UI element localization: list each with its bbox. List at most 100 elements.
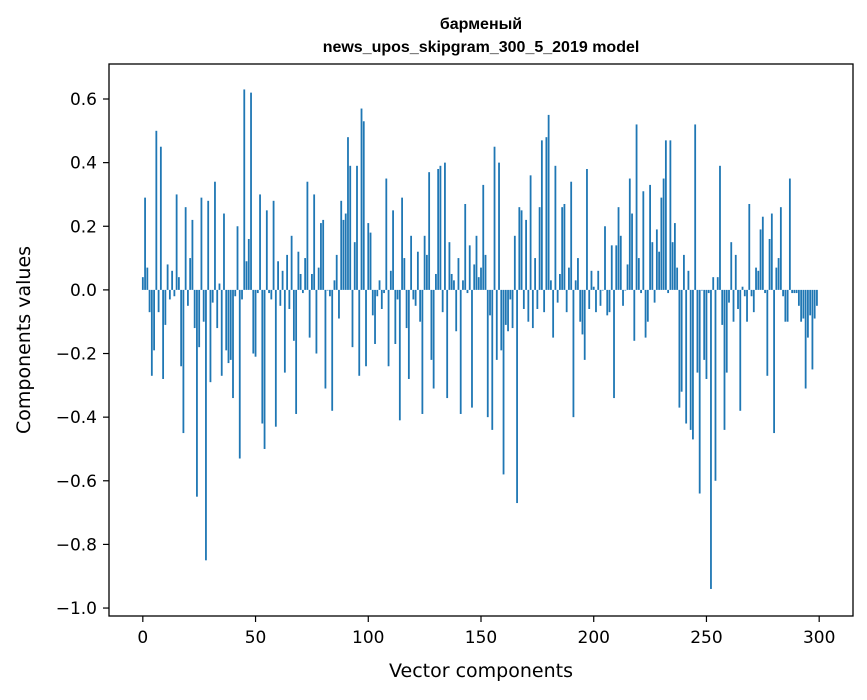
bar (450, 273, 453, 290)
bar (150, 289, 153, 376)
bar (234, 289, 237, 297)
bar (759, 229, 762, 290)
y-tick-label: −0.2 (56, 345, 97, 365)
bar (385, 178, 388, 290)
bar (534, 258, 537, 290)
bar (324, 289, 327, 389)
bar (374, 289, 376, 344)
bar (448, 242, 451, 290)
bar (356, 165, 358, 290)
bar (651, 242, 654, 290)
bar (685, 289, 688, 424)
bar (559, 273, 561, 290)
bar (360, 108, 363, 290)
bar (511, 289, 514, 329)
bar (446, 289, 449, 399)
bar (721, 289, 724, 325)
bar (241, 289, 243, 300)
y-tick-label: 0.0 (70, 281, 97, 301)
bar (403, 258, 406, 290)
bar (633, 289, 636, 341)
bar (148, 289, 151, 313)
bar (453, 280, 455, 290)
bar (277, 261, 279, 290)
bar (468, 245, 471, 290)
bar (482, 184, 485, 290)
bar (315, 289, 318, 354)
x-tick-label: 150 (465, 628, 497, 648)
bar (750, 289, 753, 297)
bar (141, 277, 144, 290)
bar (301, 289, 304, 294)
bar (177, 277, 180, 290)
bar (457, 258, 460, 290)
bar (777, 258, 780, 290)
bar (272, 200, 275, 290)
bar (671, 242, 674, 290)
bar (184, 207, 187, 290)
bar (232, 289, 234, 399)
bar (748, 203, 751, 290)
bar (592, 286, 595, 290)
bar (317, 267, 320, 290)
bar (579, 289, 582, 322)
bar (498, 162, 500, 290)
bar (640, 289, 642, 294)
bar (725, 289, 728, 373)
bar (229, 289, 232, 360)
bar (353, 242, 356, 290)
bar (444, 162, 446, 290)
bar (254, 289, 257, 357)
bar (423, 235, 426, 290)
bar (491, 289, 494, 430)
bar (529, 175, 532, 290)
bar (786, 289, 789, 322)
y-tick-label: 0.2 (70, 217, 97, 237)
bar (764, 289, 766, 294)
bar (171, 270, 174, 290)
bar (635, 124, 638, 290)
bar (196, 289, 198, 497)
bar (279, 289, 282, 306)
bar (637, 258, 640, 290)
bar (547, 114, 550, 290)
plot-frame (108, 63, 854, 617)
bar (419, 289, 422, 322)
y-axis: −1.0 −0.8 −0.6 −0.4 −0.2 0.0 0.2 0.4 0.6 (56, 90, 109, 619)
bar (755, 267, 757, 290)
bar (793, 289, 796, 294)
bar (543, 289, 546, 313)
bar (732, 289, 735, 322)
bar (716, 277, 719, 290)
bar (362, 121, 365, 290)
bar (565, 289, 568, 313)
bar (200, 197, 203, 290)
bar (698, 289, 701, 494)
bar (209, 289, 212, 383)
x-axis: 0 50 100 150 200 250 300 (137, 616, 835, 648)
bar (757, 270, 760, 290)
bar (719, 165, 721, 290)
bar (572, 289, 575, 418)
bar (322, 219, 325, 290)
bar (784, 289, 787, 322)
bar (473, 264, 476, 290)
bar (414, 289, 417, 306)
bar (162, 289, 165, 379)
bar (728, 289, 730, 303)
bar (340, 200, 343, 290)
bar (549, 280, 552, 290)
bar (791, 289, 794, 294)
bar (495, 289, 498, 360)
bar (214, 181, 216, 290)
y-tick-label: 0.6 (70, 90, 97, 110)
bar (437, 168, 440, 290)
bar (326, 289, 329, 291)
bar (746, 289, 748, 322)
bar (667, 289, 670, 294)
bar (696, 289, 699, 373)
bar (392, 210, 394, 290)
bar (191, 219, 194, 290)
bar (552, 289, 555, 338)
bar (205, 289, 207, 561)
